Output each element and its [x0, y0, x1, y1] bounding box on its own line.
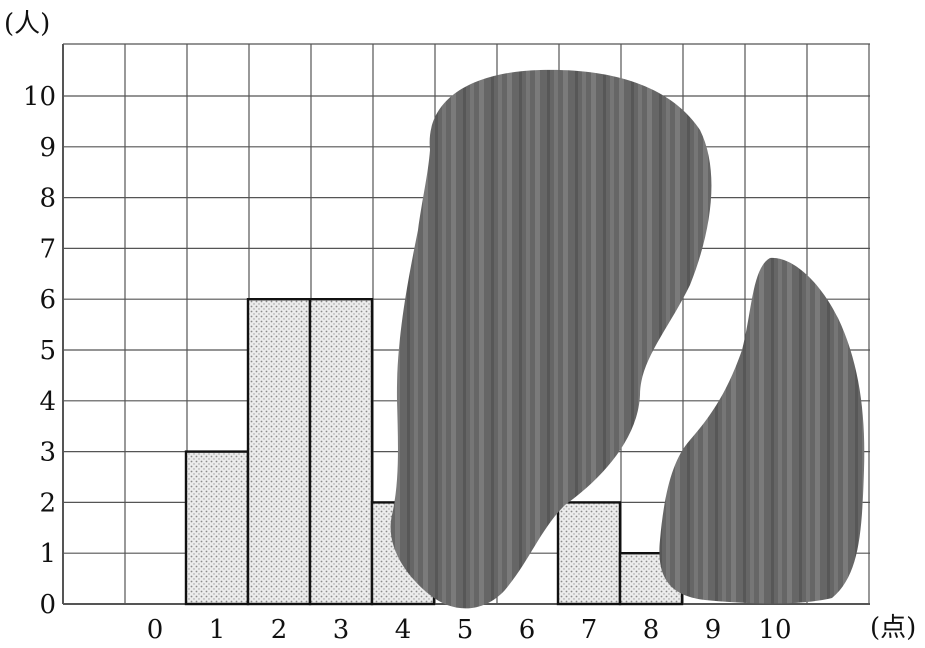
x-tick-labels: 0 1 2 3 4 5 6 7 8 9 10 [147, 615, 792, 645]
x-tick-label: 5 [457, 615, 474, 645]
y-tick-label: 4 [39, 387, 56, 417]
y-tick-label: 3 [39, 438, 56, 468]
ink-blot-overlay [390, 69, 865, 609]
x-tick-label: 8 [643, 615, 660, 645]
x-tick-label: 1 [209, 615, 226, 645]
bar-7 [556, 501, 622, 606]
y-tick-label: 6 [39, 285, 56, 315]
bars [184, 298, 684, 606]
y-tick-label: 10 [23, 82, 56, 112]
bar-3 [308, 298, 374, 606]
y-tick-label: 9 [39, 133, 56, 163]
y-tick-label: 5 [39, 336, 56, 366]
x-axis-label: (点) [870, 613, 916, 643]
y-tick-labels: 0 1 2 3 4 5 6 7 8 9 10 [23, 82, 56, 620]
x-tick-label: 6 [519, 615, 536, 645]
bar-1 [184, 450, 250, 606]
x-tick-label: 9 [705, 615, 722, 645]
x-tick-label: 7 [581, 615, 598, 645]
x-tick-label: 3 [333, 615, 350, 645]
y-tick-label: 7 [39, 234, 56, 264]
ink-blot-large [390, 69, 712, 609]
y-tick-label: 0 [39, 590, 56, 620]
x-tick-label: 2 [271, 615, 288, 645]
y-tick-label: 2 [39, 488, 56, 518]
y-tick-label: 8 [39, 184, 56, 214]
x-tick-label: 4 [395, 615, 412, 645]
y-axis-label: (人) [4, 9, 50, 39]
ink-blot-small [659, 257, 865, 604]
x-tick-label: 10 [758, 615, 791, 645]
x-tick-label: 0 [147, 615, 164, 645]
y-tick-label: 1 [39, 539, 56, 569]
bar-2 [246, 298, 312, 606]
